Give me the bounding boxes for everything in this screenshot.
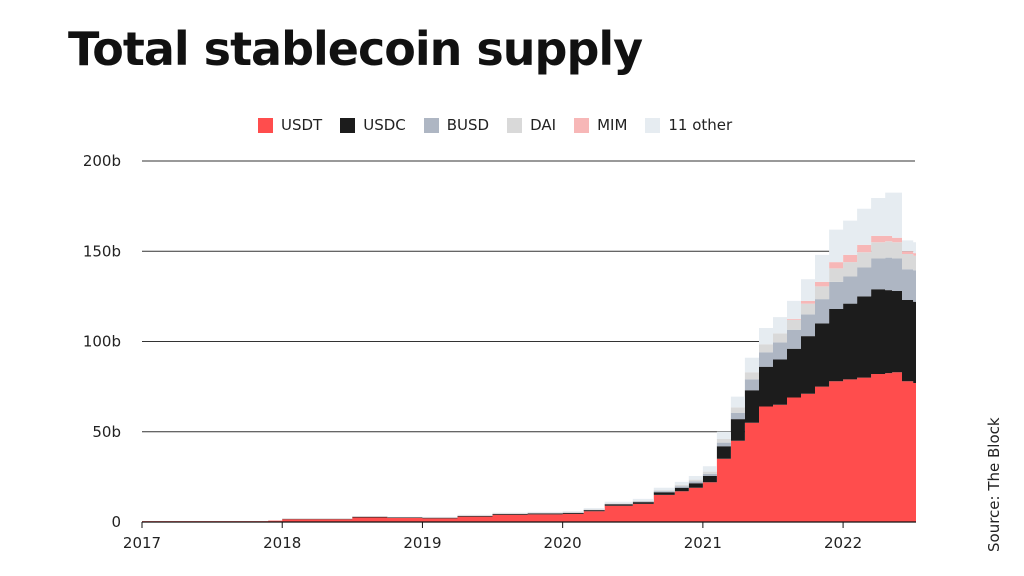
area-series <box>142 192 916 522</box>
legend-swatch <box>645 117 661 133</box>
x-tick-label: 2021 <box>684 534 722 552</box>
legend-item: USDC <box>340 116 406 134</box>
chart-title: Total stablecoin supply <box>68 22 643 76</box>
legend-label: 11 other <box>668 116 733 134</box>
x-tick-label: 2017 <box>123 534 161 552</box>
legend-item: DAI <box>507 116 556 134</box>
legend-swatch <box>507 117 523 133</box>
legend-item: 11 other <box>645 116 732 134</box>
y-tick-label: 50b <box>92 423 121 441</box>
source-note: Source: The Block <box>985 417 1003 552</box>
legend-swatch <box>258 117 273 133</box>
axes: 0 50b 100b 150b 200b 2017 2018 2019 2020 2021 2022 <box>83 152 916 552</box>
legend-label: MIM <box>597 116 628 134</box>
x-tick-label: 2022 <box>824 534 862 552</box>
legend-label: USDT <box>281 116 323 134</box>
legend: USDT USDC BUSD DAI MIM 11 other <box>258 116 732 134</box>
x-tick-label: 2019 <box>403 534 441 552</box>
series-area-usdc <box>142 289 916 522</box>
legend-item: MIM <box>574 116 627 134</box>
series-area-usdt <box>142 372 916 522</box>
x-tick-label: 2020 <box>544 534 582 552</box>
legend-swatch <box>574 117 590 133</box>
legend-item: USDT <box>258 116 322 134</box>
y-tick-label: 200b <box>83 152 121 170</box>
series-area-11-other <box>142 192 916 522</box>
y-tick-label: 100b <box>83 333 121 351</box>
series-area-mim <box>142 235 916 522</box>
legend-swatch <box>340 117 356 133</box>
series-area-dai <box>142 241 916 522</box>
legend-label: BUSD <box>446 116 490 134</box>
y-tick-label: 0 <box>111 513 121 531</box>
legend-item: BUSD <box>423 116 490 134</box>
x-tick-label: 2018 <box>263 534 301 552</box>
legend-label: DAI <box>530 116 557 134</box>
series-area-busd <box>142 257 916 522</box>
legend-label: USDC <box>363 116 406 134</box>
legend-swatch <box>423 117 439 133</box>
y-tick-label: 150b <box>83 242 121 260</box>
